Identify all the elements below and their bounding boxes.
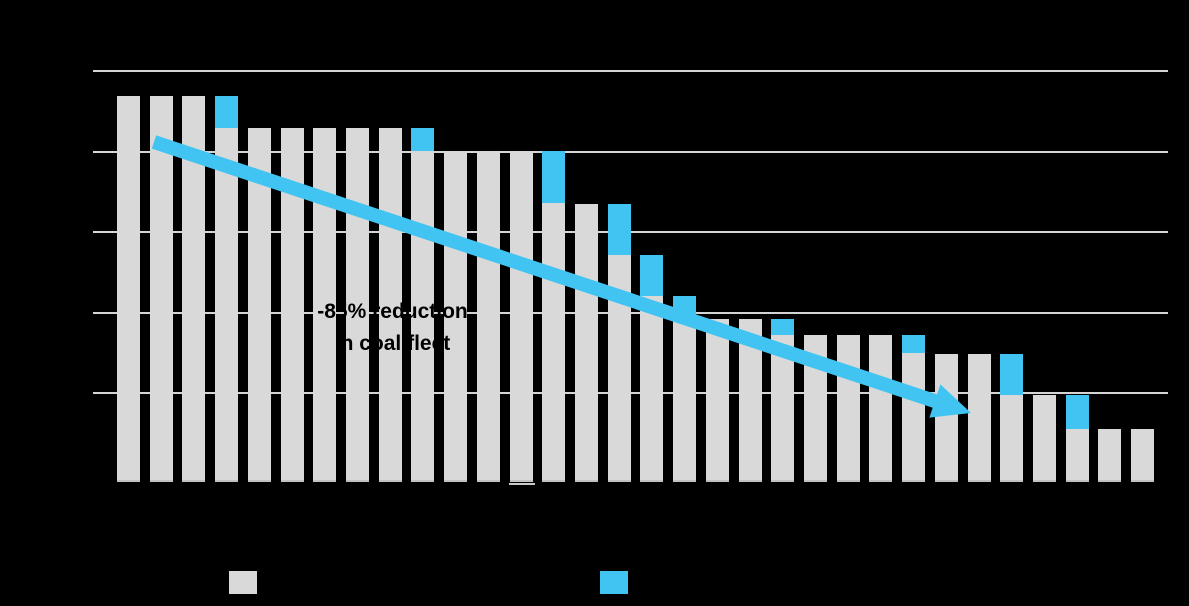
bar [902,335,925,482]
bar [1000,353,1024,482]
y-axis-tick [93,391,105,394]
y-axis-tick [93,150,105,153]
bar [640,254,664,482]
bar [738,318,762,482]
bar-retiring-segment [640,254,664,296]
y-axis-tick [93,311,105,314]
x-axis-highlight-mark [509,483,535,485]
bar [869,335,893,482]
legend-swatch-highlight-icon [600,571,628,594]
bar [117,96,140,482]
bar-retiring-segment [673,295,697,319]
bar-retiring-segment [1000,353,1024,395]
bar [607,203,631,482]
bar [574,203,598,482]
bar [1098,429,1122,482]
bar [215,96,239,482]
bar-retiring-segment [411,127,435,151]
bar-retiring-segment [902,335,925,354]
y-gridline [105,70,1168,72]
bar [803,335,827,482]
annotation-line-1: -85% reduction [317,300,468,323]
bar [149,96,173,482]
bar-retiring-segment [215,96,239,128]
y-axis-tick [93,70,105,72]
y-axis-tick [93,230,105,233]
bar [705,318,729,482]
bar [1131,429,1154,482]
bar [967,353,991,482]
annotation-line-2: in coal fleet [334,332,451,355]
legend-swatch-base-icon [229,571,257,594]
bar-retiring-segment [1065,394,1089,430]
bar [934,353,958,482]
bar [836,335,860,482]
bar [771,318,795,482]
bar [1032,394,1056,482]
bar-retiring-segment [542,150,566,204]
bar [182,96,206,482]
bar [673,295,697,482]
bar-retiring-segment [607,203,631,255]
annotation-text: -85% reduction in coal fleet [255,296,530,360]
bar [1065,394,1089,482]
bar [542,150,566,482]
bar-retiring-segment [771,318,795,336]
